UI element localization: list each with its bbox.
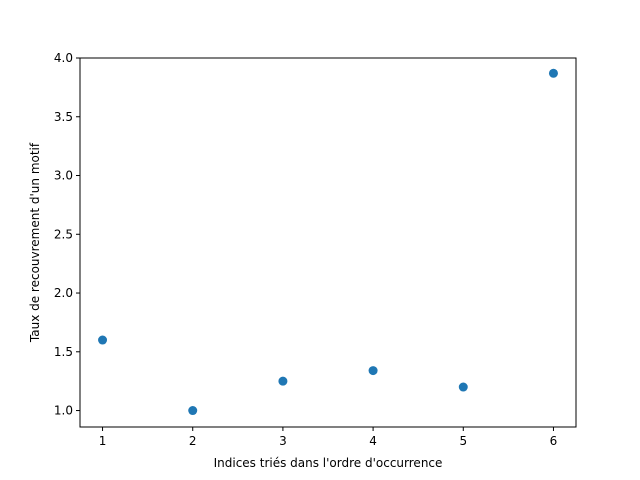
y-tick-label: 1.5 bbox=[54, 345, 73, 359]
x-tick-label: 5 bbox=[459, 434, 467, 448]
y-tick-label: 2.0 bbox=[54, 286, 73, 300]
x-tick-label: 4 bbox=[369, 434, 377, 448]
x-tick-label: 2 bbox=[189, 434, 197, 448]
data-point bbox=[458, 382, 468, 392]
axes-frame bbox=[79, 57, 577, 428]
y-tick-label: 3.0 bbox=[54, 169, 73, 183]
y-tick-label: 3.5 bbox=[54, 110, 73, 124]
x-tick-label: 3 bbox=[279, 434, 287, 448]
x-axis-label: Indices triés dans l'ordre d'occurrence bbox=[214, 456, 443, 470]
data-point bbox=[548, 68, 558, 78]
data-point bbox=[98, 335, 108, 345]
y-axis-label: Taux de recouvrement d'un motif bbox=[28, 142, 42, 343]
y-tick-label: 2.5 bbox=[54, 227, 73, 241]
data-point bbox=[278, 376, 288, 386]
data-point bbox=[188, 406, 198, 416]
x-tick-label: 1 bbox=[99, 434, 107, 448]
data-point bbox=[368, 366, 378, 376]
x-tick-label: 6 bbox=[550, 434, 558, 448]
y-tick-label: 4.0 bbox=[54, 51, 73, 65]
plot-area: 1 2 3 4 5 6 1.0 1.5 2.0 2.5 3.0 3.5 4.0 bbox=[54, 51, 577, 448]
y-tick-label: 1.0 bbox=[54, 404, 73, 418]
